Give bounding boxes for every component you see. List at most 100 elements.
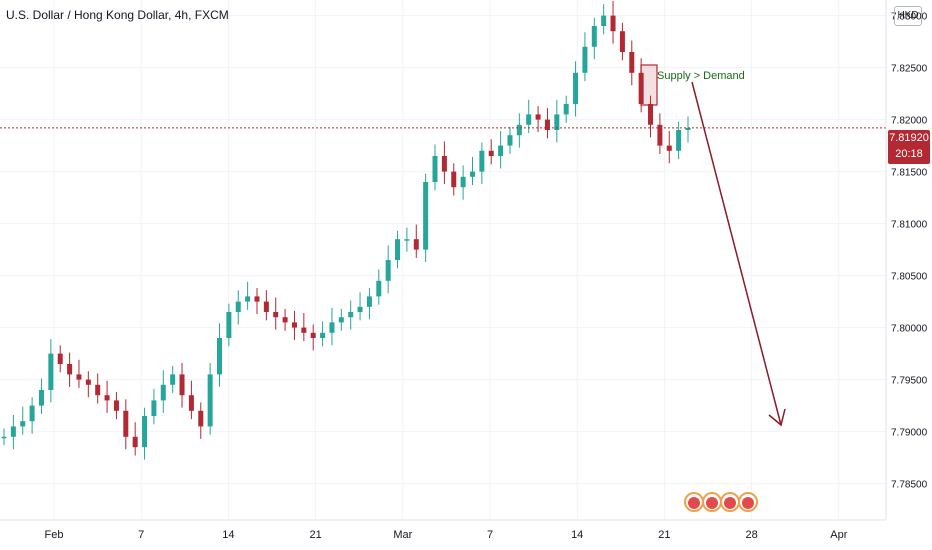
chart-grid — [0, 0, 886, 520]
candle-body — [263, 301, 269, 312]
candle-body — [170, 374, 176, 385]
time-tick-label: 14 — [571, 529, 583, 541]
candle-body — [535, 114, 541, 120]
candle-body — [432, 156, 438, 182]
candle-body — [601, 15, 607, 26]
time-tick-label: Feb — [45, 529, 64, 541]
forecast-arrow — [691, 81, 782, 426]
candle-body — [573, 72, 579, 104]
candle-body — [516, 124, 522, 136]
candle-body — [657, 124, 663, 146]
candle-body — [254, 296, 260, 302]
time-axis: Feb 7 14 21 Mar 7 14 21 28 Apr — [45, 529, 848, 541]
supply-zone-box — [640, 64, 658, 106]
candle-body — [67, 364, 73, 375]
time-tick-label: 14 — [222, 529, 234, 541]
candle-body — [544, 119, 550, 130]
event-badges[interactable] — [684, 492, 758, 512]
time-tick-label: 28 — [745, 529, 757, 541]
candle-body — [395, 239, 401, 260]
candle-body — [413, 239, 419, 250]
last-price-badge: 7.81920 20:18 — [888, 130, 930, 164]
flag-icon[interactable] — [702, 492, 722, 512]
flag-icon[interactable] — [738, 492, 758, 512]
candle-body — [38, 390, 44, 406]
price-tick-label: 7.79000 — [891, 428, 928, 439]
time-tick-label: 21 — [658, 529, 670, 541]
flag-icon[interactable] — [720, 492, 740, 512]
candle-body — [423, 182, 429, 250]
time-tick-label: 7 — [138, 529, 144, 541]
price-tick-label: 7.82500 — [891, 64, 928, 75]
price-tick-label: 7.82000 — [891, 116, 928, 127]
candle-body — [291, 322, 297, 328]
candle-body — [685, 127, 691, 130]
candle-body — [282, 317, 288, 323]
candle-body — [151, 400, 157, 416]
candle-body — [123, 410, 129, 437]
candle-body — [57, 353, 63, 364]
candle-body — [357, 306, 363, 312]
candle-body — [666, 145, 672, 151]
price-tick-label: 7.83000 — [891, 12, 928, 23]
candle-body — [207, 374, 213, 427]
candle-body — [469, 171, 475, 177]
candle-body — [113, 400, 119, 411]
last-price-value: 7.81920 — [889, 132, 929, 144]
candle-body — [404, 239, 410, 241]
candle-body — [217, 338, 223, 375]
candle-body — [498, 145, 504, 156]
candle-body — [591, 26, 597, 47]
price-tick-label: 7.78500 — [891, 480, 928, 491]
candle-body — [310, 332, 316, 338]
candle-body — [188, 395, 194, 411]
candle-body — [451, 171, 457, 188]
candle-body — [226, 312, 232, 338]
candle-body — [132, 436, 138, 448]
candle-body — [385, 260, 391, 281]
candle-body — [554, 114, 560, 130]
candle-body — [10, 426, 16, 437]
price-tick-label: 7.80500 — [891, 272, 928, 283]
currency-label[interactable]: HKD — [894, 6, 922, 26]
forecast-arrowhead-icon — [768, 408, 786, 427]
price-tick-label: 7.81500 — [891, 168, 928, 179]
candle-body — [348, 312, 354, 318]
flag-icon[interactable] — [684, 492, 704, 512]
price-tick-label: 7.79500 — [891, 376, 928, 387]
candle-body — [76, 374, 82, 380]
candle-body — [619, 31, 625, 52]
candle-body — [85, 379, 91, 385]
candle-body — [582, 46, 588, 73]
candle-body — [376, 280, 382, 297]
candle-body — [488, 150, 494, 156]
candle-body — [20, 421, 26, 427]
candle-body — [235, 301, 241, 312]
candlesticks — [1, 1, 691, 460]
candle-body — [648, 104, 654, 125]
candle-body — [245, 296, 251, 302]
candle-body — [95, 384, 101, 396]
candle-body — [441, 156, 447, 172]
candle-body — [198, 410, 204, 427]
time-tick-label: 21 — [309, 529, 321, 541]
price-axis: 7.83000 7.82500 7.82000 7.81500 7.81000 7.805… — [891, 12, 928, 491]
candle-body — [610, 15, 616, 32]
price-tick-label: 7.80000 — [891, 324, 928, 335]
candle-body — [48, 353, 54, 390]
candle-body — [338, 317, 344, 323]
candle-body — [479, 150, 485, 172]
candle-body — [329, 322, 335, 333]
candle-body — [1, 436, 7, 439]
candle-body — [460, 176, 466, 188]
candle-body — [29, 405, 35, 422]
bar-countdown: 20:18 — [895, 148, 923, 160]
candle-body — [507, 135, 513, 146]
candle-body — [142, 416, 148, 448]
supply-demand-annotation: Supply > Demand — [657, 70, 745, 82]
candle-body — [676, 130, 682, 151]
candle-body — [104, 395, 110, 401]
candle-body — [160, 384, 166, 401]
time-tick-label: 7 — [487, 529, 493, 541]
